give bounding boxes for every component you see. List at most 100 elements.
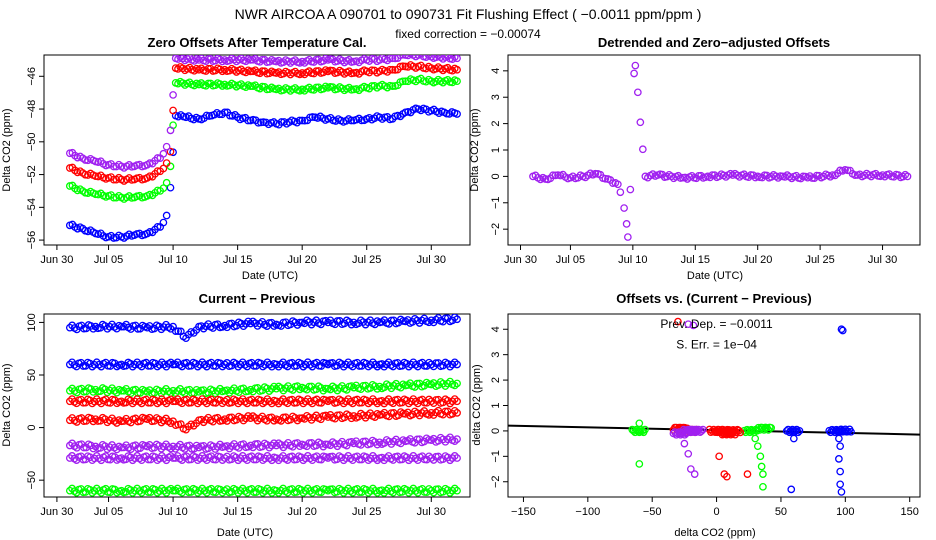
data-point — [200, 487, 209, 495]
x-tick-label: Jul 25 — [805, 254, 834, 266]
x-tick-label: Jul 30 — [417, 506, 446, 518]
x-axis-label: Date (UTC) — [217, 527, 273, 539]
data-point — [899, 172, 907, 181]
data-point — [448, 55, 457, 64]
data-point — [274, 456, 283, 465]
y-tick-label: −2 — [490, 475, 502, 488]
x-tick-label: Jul 20 — [743, 254, 772, 266]
annotation-stderr: S. Err. = 1e−04 — [676, 337, 757, 351]
data-points — [65, 314, 461, 497]
data-point — [166, 444, 175, 453]
data-point — [591, 169, 600, 178]
data-point — [88, 488, 97, 497]
data-point — [836, 480, 845, 489]
data-point — [190, 81, 199, 90]
data-point — [225, 444, 234, 453]
data-point — [128, 362, 137, 371]
data-point — [211, 81, 220, 90]
data-point — [256, 57, 264, 66]
data-point — [236, 397, 245, 406]
chart-title: Zero Offsets After Temperature Cal. — [148, 35, 367, 50]
data-point — [306, 397, 314, 406]
data-point — [443, 379, 452, 388]
data-point — [345, 83, 353, 92]
data-point — [171, 397, 180, 406]
data-point — [453, 435, 461, 444]
data-point — [279, 69, 288, 78]
y-axis-label: Delta CO2 (ppm) — [469, 108, 481, 191]
data-point — [450, 452, 459, 460]
data-point — [117, 386, 126, 395]
data-point — [171, 327, 180, 335]
data-point — [267, 441, 276, 450]
data-point — [418, 409, 426, 417]
data-point — [636, 118, 645, 127]
data-point — [453, 77, 461, 86]
data-point — [734, 426, 743, 435]
data-point — [213, 443, 222, 451]
data-point — [835, 455, 843, 463]
x-tick-label: Jul 20 — [288, 254, 317, 266]
x-tick-label: Jul 05 — [94, 254, 123, 266]
data-point — [272, 360, 281, 369]
data-point — [624, 233, 632, 241]
data-point — [407, 360, 415, 369]
data-point — [689, 321, 698, 330]
x-tick-label: −100 — [575, 506, 600, 518]
data-point — [787, 485, 796, 494]
data-point — [281, 384, 290, 392]
data-point — [450, 395, 459, 403]
y-tick-label: −48 — [26, 100, 38, 119]
data-point — [835, 434, 843, 443]
x-tick-label: Jul 10 — [158, 254, 187, 266]
data-point — [95, 454, 103, 463]
x-tick-label: 100 — [836, 506, 854, 518]
data-point — [157, 389, 166, 398]
data-point — [253, 416, 262, 425]
data-point — [206, 64, 215, 73]
data-point — [166, 126, 175, 135]
data-point — [631, 61, 640, 70]
series-green — [628, 419, 776, 491]
data-point — [413, 316, 422, 325]
y-axis-label: Delta CO2 (ppm) — [1, 108, 13, 191]
data-point — [246, 319, 255, 328]
data-point — [239, 322, 248, 331]
data-point — [349, 439, 358, 448]
data-point — [382, 397, 391, 406]
data-point — [279, 58, 288, 66]
data-point — [211, 389, 220, 398]
data-point — [450, 484, 459, 493]
y-tick-label: 4 — [490, 68, 502, 74]
data-point — [193, 456, 202, 465]
data-point — [404, 488, 413, 497]
data-point — [162, 178, 171, 187]
data-point — [749, 171, 758, 180]
data-point — [450, 406, 459, 415]
x-tick-label: Jul 25 — [352, 254, 381, 266]
data-point — [234, 489, 243, 497]
data-point — [236, 360, 245, 369]
data-point — [211, 66, 220, 75]
data-point — [166, 183, 175, 192]
data-point — [838, 326, 847, 335]
data-point — [347, 414, 356, 423]
data-point — [795, 426, 804, 435]
y-tick-label: 50 — [26, 369, 38, 381]
data-point — [159, 442, 168, 451]
series-blue-lower — [65, 358, 461, 371]
data-point — [386, 55, 394, 63]
data-point — [836, 467, 845, 476]
data-point — [411, 360, 420, 369]
data-point — [635, 460, 644, 468]
data-point — [246, 82, 255, 90]
data-point — [244, 412, 253, 420]
data-point — [65, 397, 74, 406]
data-point — [767, 423, 776, 432]
data-point — [159, 164, 168, 173]
data-point — [265, 387, 274, 395]
data-point — [158, 484, 166, 493]
chart-p2: Detrended and Zero−adjusted Offsets Jun 3… — [469, 35, 921, 282]
y-tick-label: 0 — [26, 425, 38, 431]
x-tick-label: −50 — [643, 506, 662, 518]
